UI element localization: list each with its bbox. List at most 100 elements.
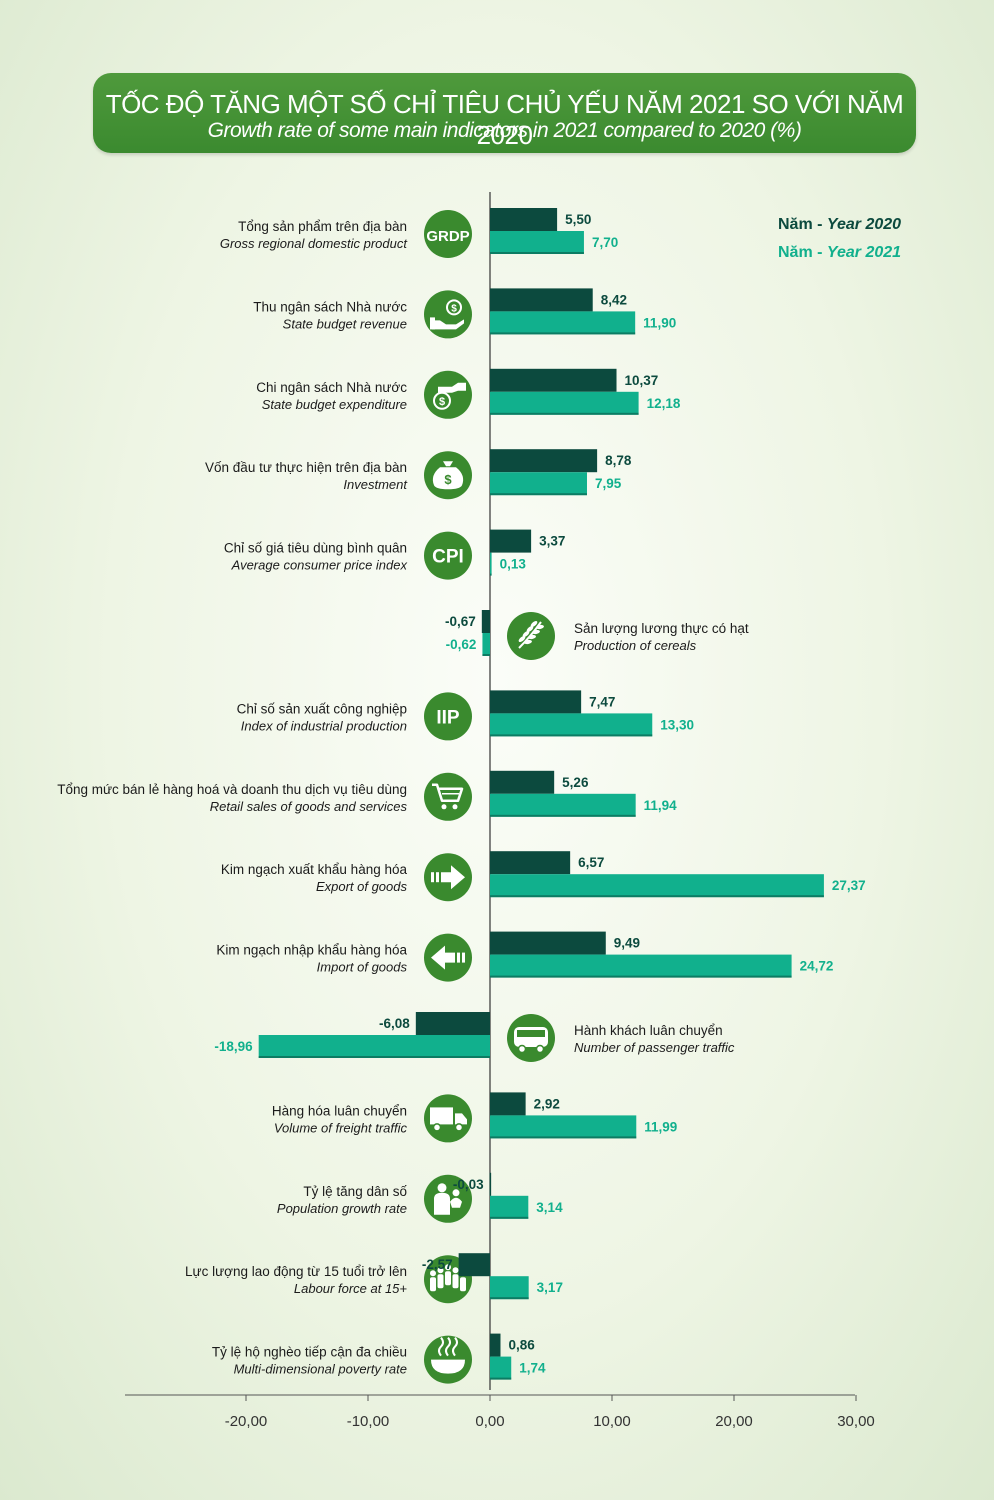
bar-2021 [490,1115,637,1139]
bar-2021-shadow [490,1216,529,1219]
value-label-2021: 12,18 [647,396,681,411]
value-label-2020: 5,26 [562,775,589,790]
category-label: Thu ngân sách Nhà nước [253,299,407,314]
category-label: Hàng hóa luân chuyển [272,1103,407,1118]
arrow-right-icon [424,853,472,902]
category-label: Tổng mức bán lẻ hàng hoá và doanh thu dị… [57,782,407,797]
bar-2020 [490,368,617,392]
category-label-en: Gross regional domestic product [220,236,409,251]
bar-2021 [490,391,639,415]
value-label-2021: 11,99 [644,1119,677,1134]
category-label-en: Import of goods [317,960,408,975]
bar-2021 [490,954,792,978]
bar-2021 [482,633,490,656]
bar-2020 [490,851,571,875]
category-label-en: Population growth rate [277,1201,407,1216]
category-label: Sản lượng lương thực có hạt [574,621,749,636]
value-label-2021: 1,74 [519,1361,546,1376]
value-label-2020: 3,37 [539,534,565,549]
value-label-2020: 6,57 [578,855,604,870]
svg-text:CPI: CPI [432,547,464,568]
category-label: Kim ngạch xuất khẩu hàng hóa [221,862,408,877]
bar-2020 [458,1253,490,1277]
x-tick-label: -10,00 [347,1413,390,1430]
value-label-2021: 27,37 [832,878,866,893]
value-label-2020: 0,86 [508,1338,535,1353]
category-label: Chỉ số sản xuất công nghiệp [237,701,407,716]
bar-2021-shadow [490,814,636,817]
value-label-2021: 11,90 [643,315,676,330]
category-label-en: State budget revenue [283,316,407,331]
value-label-2020: -0,67 [445,614,476,629]
value-label-2021: 13,30 [660,717,694,732]
legend-item-2021: Năm - Year 2021 [778,244,902,261]
x-tick-label: -20,00 [225,1413,268,1430]
x-tick-label: 10,00 [593,1413,631,1430]
value-label-2020: 10,37 [625,373,659,388]
bar-2021 [490,874,824,898]
category-label-en: Export of goods [316,879,408,894]
svg-text:$: $ [451,303,457,314]
bus-icon [507,1014,555,1062]
category-label-en: Average consumer price index [231,558,408,573]
arrow-left-icon [424,933,472,982]
value-label-2021: 11,94 [644,798,678,813]
bar-2021 [490,1356,512,1380]
bar-2020 [415,1012,490,1035]
bar-2021 [258,1035,490,1058]
chart-title: TỐC ĐỘ TĂNG MỘT SỐ CHỈ TIÊU CHỦ YẾU NĂM … [105,89,904,150]
value-label-2020: -2,57 [422,1257,453,1272]
bar-2021 [490,552,492,576]
category-label-en: Volume of freight traffic [274,1120,408,1135]
value-label-2021: 24,72 [800,959,834,974]
bar-2021-shadow [490,1297,529,1300]
bar-2021-shadow [490,412,639,415]
bar-2021 [490,1276,529,1300]
value-label-2020: 8,42 [601,292,627,307]
category-label: Tỷ lệ hộ nghèo tiếp cận đa chiều [212,1345,407,1360]
category-label-en: Retail sales of goods and services [210,799,408,814]
bar-2021-shadow [490,895,824,898]
value-label-2021: 3,14 [536,1200,563,1215]
bar-2021-shadow [490,493,587,496]
category-label-en: Investment [343,477,408,492]
bar-2021 [490,231,584,254]
bar-2021 [490,713,653,737]
bar-2021-shadow [482,654,490,656]
category-label-en: Number of passenger traffic [574,1040,735,1055]
value-label-2020: 8,78 [605,453,632,468]
category-label: Chi ngân sách Nhà nước [256,380,407,395]
bar-2020 [490,208,558,231]
bar-2020 [489,1172,492,1196]
money-out-icon: $ [424,370,472,419]
bar-2020 [490,770,555,794]
value-label-2020: 9,49 [614,936,640,951]
bar-2020 [481,610,490,633]
category-label: Chỉ số giá tiêu dùng bình quân [224,541,407,556]
bar-2021-shadow [490,734,653,737]
bar-2020 [490,931,606,955]
svg-text:$: $ [439,396,445,408]
value-label-2020: 7,47 [589,694,615,709]
value-label-2021: -18,96 [214,1039,253,1054]
bar-2021-shadow [490,332,636,335]
chart-subtitle: Growth rate of some main indicators in 2… [207,119,802,142]
iip-icon: IIP [424,692,472,741]
family-icon [424,1174,472,1223]
bar-2020 [490,1092,526,1116]
value-label-2020: 5,50 [565,212,591,227]
bar-2021 [490,1195,529,1219]
svg-text:$: $ [444,472,452,487]
value-label-2021: 0,13 [500,557,527,572]
value-label-2021: 7,95 [595,476,622,491]
bar-2021 [490,472,587,496]
bar-2021-shadow [490,252,584,254]
category-label: Kim ngạch nhập khẩu hàng hóa [216,943,407,958]
category-label: Lực lượng lao động từ 15 tuổi trở lên [185,1264,407,1279]
legend-item-2020: Năm - Year 2020 [778,216,902,233]
money-bag-icon: $ [424,451,472,500]
category-label: Tỷ lệ tăng dân số [303,1184,407,1199]
value-label-2021: 7,70 [592,235,618,250]
value-label-2021: -0,62 [446,637,477,652]
